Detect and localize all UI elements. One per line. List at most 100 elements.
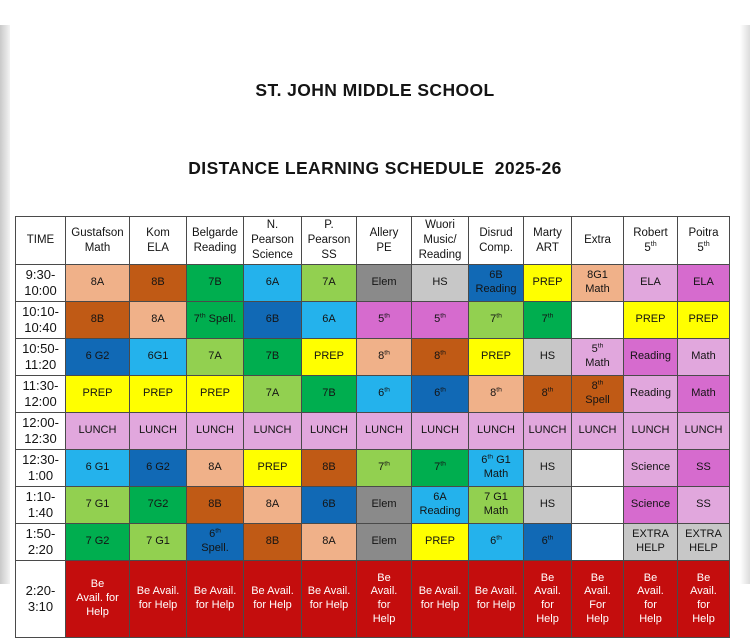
schedule-cell-disrud-comp: LUNCH: [468, 412, 524, 450]
schedule-cell-p-pearson-ss: Be Avail. for Help: [301, 560, 357, 638]
schedule-cell-kom-ela: 6G1: [129, 338, 187, 376]
schedule-cell-gustafson-math: 6 G1: [65, 449, 130, 487]
column-header-n-pearson-science: N. Pearson Science: [243, 216, 302, 265]
schedule-cell-belgarde-reading: 6th Spell.: [186, 523, 244, 561]
time-cell: 1:50- 2:20: [15, 523, 66, 561]
schedule-cell-kom-ela: Be Avail. for Help: [129, 560, 187, 638]
schedule-cell-disrud-comp: 6th: [468, 523, 524, 561]
schedule-cell-poitra-5th: ELA: [677, 264, 730, 302]
schedule-cell-p-pearson-ss: LUNCH: [301, 412, 357, 450]
time-cell: 9:30- 10:00: [15, 264, 66, 302]
column-header-p-pearson-ss: P. Pearson SS: [301, 216, 357, 265]
schedule-cell-gustafson-math: 8A: [65, 264, 130, 302]
schedule-cell-disrud-comp: 8th: [468, 375, 524, 413]
schedule-cell-kom-ela: PREP: [129, 375, 187, 413]
schedule-cell-poitra-5th: Be Avail. for Help: [677, 560, 730, 638]
schedule-cell-poitra-5th: Math: [677, 338, 730, 376]
schedule-cell-disrud-comp: 7 G1 Math: [468, 486, 524, 524]
schedule-cell-poitra-5th: SS: [677, 449, 730, 487]
schedule-cell-robert-5th: PREP: [623, 301, 678, 339]
schedule-cell-kom-ela: 6 G2: [129, 449, 187, 487]
column-header-robert-5th: Robert 5th: [623, 216, 678, 265]
column-header-poitra-5th: Poitra 5th: [677, 216, 730, 265]
schedule-cell-belgarde-reading: 8B: [186, 486, 244, 524]
schedule-row: 10:50- 11:20 6 G2 6G1 7A 7B PREP 8th 8th PREP HS 5t…: [15, 338, 730, 376]
schedule-cell-p-pearson-ss: PREP: [301, 338, 357, 376]
column-header-marty-art: Marty ART: [523, 216, 572, 265]
schedule-cell-disrud-comp: 6B Reading: [468, 264, 524, 302]
schedule-cell-wuori-music-reading: 5th: [411, 301, 469, 339]
schedule-cell-robert-5th: Be Avail. for Help: [623, 560, 678, 638]
schedule-cell-extra: 5th Math: [571, 338, 624, 376]
schedule-cell-belgarde-reading: 7B: [186, 264, 244, 302]
schedule-cell-n-pearson-science: PREP: [243, 449, 302, 487]
schedule-cell-gustafson-math: Be Avail. for Help: [65, 560, 130, 638]
schedule-cell-allery-pe: Be Avail. for Help: [356, 560, 412, 638]
schedule-cell-belgarde-reading: PREP: [186, 375, 244, 413]
schedule-cell-n-pearson-science: 7B: [243, 338, 302, 376]
schedule-cell-gustafson-math: LUNCH: [65, 412, 130, 450]
schedule-cell-allery-pe: 8th: [356, 338, 412, 376]
schedule-cell-gustafson-math: 6 G2: [65, 338, 130, 376]
schedule-cell-robert-5th: Reading: [623, 338, 678, 376]
schedule-cell-marty-art: HS: [523, 338, 572, 376]
schedule-cell-robert-5th: Science: [623, 449, 678, 487]
schedule-cell-disrud-comp: PREP: [468, 338, 524, 376]
schedule-cell-extra: 8G1 Math: [571, 264, 624, 302]
time-cell: 10:50- 11:20: [15, 338, 66, 376]
schedule-row: 12:30- 1:00 6 G1 6 G2 8A PREP 8B 7th 7th 6th G1 Ma…: [15, 449, 730, 487]
schedule-row: 9:30- 10:00 8A 8B 7B 6A 7A Elem HS 6B Reading PREP 8…: [15, 264, 730, 302]
schedule-cell-n-pearson-science: 6B: [243, 301, 302, 339]
schedule-cell-p-pearson-ss: 7A: [301, 264, 357, 302]
schedule-cell-poitra-5th: LUNCH: [677, 412, 730, 450]
schedule-row: 12:00- 12:30 LUNCH LUNCH LUNCH LUNCH LUNCH LUNC…: [15, 412, 730, 450]
column-header-disrud-comp: Disrud Comp.: [468, 216, 524, 265]
schedule-cell-extra: 8th Spell: [571, 375, 624, 413]
schedule-cell-p-pearson-ss: 8A: [301, 523, 357, 561]
schedule-cell-wuori-music-reading: 7th: [411, 449, 469, 487]
schedule-cell-kom-ela: 8A: [129, 301, 187, 339]
schedule-cell-poitra-5th: EXTRA HELP: [677, 523, 730, 561]
column-header-gustafson-math: Gustafson Math: [65, 216, 130, 265]
schedule-cell-allery-pe: 6th: [356, 375, 412, 413]
schedule-cell-belgarde-reading: 7th Spell.: [186, 301, 244, 339]
schedule-cell-allery-pe: LUNCH: [356, 412, 412, 450]
schedule-cell-belgarde-reading: 8A: [186, 449, 244, 487]
schedule-cell-marty-art: PREP: [523, 264, 572, 302]
schedule-cell-n-pearson-science: 7A: [243, 375, 302, 413]
schedule-cell-kom-ela: 7 G1: [129, 523, 187, 561]
schedule-cell-n-pearson-science: 8B: [243, 523, 302, 561]
schedule-cell-wuori-music-reading: 8th: [411, 338, 469, 376]
schedule-row: 10:10- 10:40 8B 8A 7th Spell. 6B 6A 5th 5th 7th 7t…: [15, 301, 730, 339]
column-header-extra: Extra: [571, 216, 624, 265]
schedule-cell-allery-pe: 5th: [356, 301, 412, 339]
schedule-cell-gustafson-math: 7 G1: [65, 486, 130, 524]
column-header-time: TIME: [15, 216, 66, 265]
column-header-allery-pe: Allery PE: [356, 216, 412, 265]
schedule-cell-robert-5th: Reading: [623, 375, 678, 413]
schedule-cell-allery-pe: Elem: [356, 523, 412, 561]
schedule-cell-allery-pe: Elem: [356, 264, 412, 302]
schedule-cell-p-pearson-ss: 8B: [301, 449, 357, 487]
schedule-cell-n-pearson-science: LUNCH: [243, 412, 302, 450]
page-title: ST. JOHN MIDDLE SCHOOL DISTANCE LEARNING…: [0, 25, 750, 207]
schedule-cell-n-pearson-science: Be Avail. for Help: [243, 560, 302, 638]
schedule-row: 1:50- 2:20 7 G2 7 G1 6th Spell. 8B 8A Elem PREP 6t…: [15, 523, 730, 561]
column-header-kom-ela: Kom ELA: [129, 216, 187, 265]
schedule-cell-poitra-5th: Math: [677, 375, 730, 413]
schedule-cell-wuori-music-reading: PREP: [411, 523, 469, 561]
schedule-cell-n-pearson-science: 8A: [243, 486, 302, 524]
schedule-cell-wuori-music-reading: HS: [411, 264, 469, 302]
schedule-cell-extra: LUNCH: [571, 412, 624, 450]
schedule-cell-p-pearson-ss: 6B: [301, 486, 357, 524]
time-cell: 11:30- 12:00: [15, 375, 66, 413]
schedule-cell-robert-5th: ELA: [623, 264, 678, 302]
time-cell: 12:00- 12:30: [15, 412, 66, 450]
schedule-cell-allery-pe: 7th: [356, 449, 412, 487]
schedule-row: 1:10- 1:40 7 G1 7G2 8B 8A 6B Elem 6A Reading 7 G1 M…: [15, 486, 730, 524]
schedule-cell-belgarde-reading: LUNCH: [186, 412, 244, 450]
schedule-cell-marty-art: 6th: [523, 523, 572, 561]
header-row: TIME Gustafson Math Kom ELA Belgarde Reading N.…: [15, 216, 730, 265]
page-title-line1: ST. JOHN MIDDLE SCHOOL: [255, 80, 495, 100]
schedule-cell-marty-art: HS: [523, 449, 572, 487]
